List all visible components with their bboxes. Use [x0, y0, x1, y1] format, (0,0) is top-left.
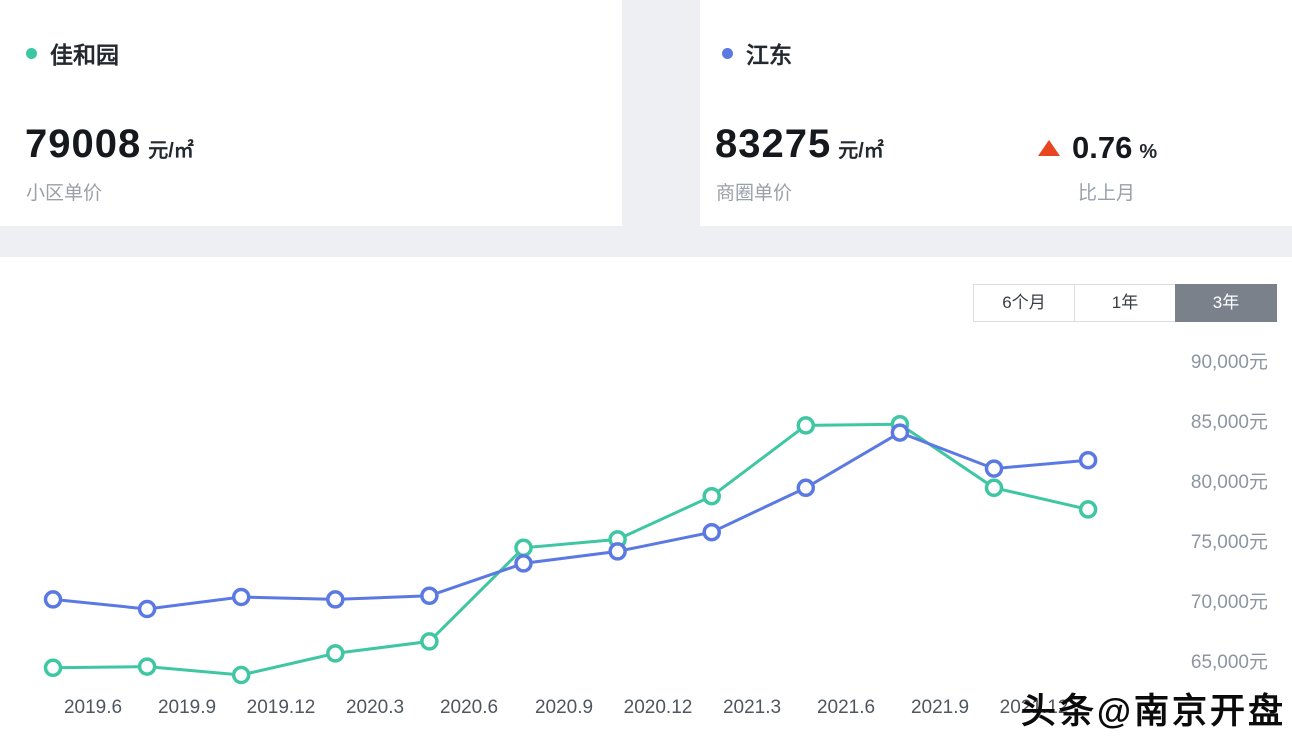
- month-change-row: 0.76 %: [1038, 130, 1157, 166]
- x-axis-label: 2019.6: [63, 697, 123, 718]
- x-axis-label: 2019.12: [246, 697, 316, 718]
- community-price-label: 小区单价: [26, 183, 103, 204]
- price-trend-panel: 6个月 1年 3年 90,000元 85,000元 80,000元 75,000元 70…: [0, 257, 1292, 744]
- y-axis-label: 85,000元: [1190, 412, 1268, 433]
- time-range-selector: 6个月 1年 3年: [973, 284, 1277, 322]
- data-point-series-1[interactable]: [608, 542, 627, 561]
- data-point-series-1[interactable]: [1078, 450, 1098, 470]
- y-axis-label: 90,000元: [1190, 352, 1268, 373]
- x-axis-label: 2020.9: [534, 697, 594, 718]
- y-axis-label: 75,000元: [1190, 532, 1268, 553]
- data-point-series-0[interactable]: [1078, 500, 1098, 519]
- data-point-series-1[interactable]: [702, 522, 721, 542]
- up-triangle-icon: [1038, 140, 1060, 156]
- data-point-series-1[interactable]: [420, 586, 439, 606]
- y-axis-label: 65,000元: [1190, 652, 1268, 673]
- tab-3-years[interactable]: 3年: [1175, 284, 1277, 322]
- district-legend-dot: [722, 47, 733, 59]
- district-card: 江东 83275 元/㎡ 商圈单价 0.76 % 比上月: [700, 0, 1292, 226]
- data-point-series-1[interactable]: [890, 423, 910, 442]
- x-axis-label: 2020.3: [345, 697, 405, 718]
- district-price-label: 商圈单价: [716, 183, 793, 204]
- district-price-row: 83275 元/㎡: [715, 122, 884, 167]
- data-point-series-0[interactable]: [702, 486, 721, 506]
- x-axis-label: 2020.6: [439, 697, 499, 718]
- y-axis-label: 70,000元: [1190, 592, 1268, 613]
- header: 佳和园 79008 元/㎡ 小区单价 江东 83275 元/㎡ 商圈单价 0.76 …: [0, 0, 1292, 226]
- data-point-series-0[interactable]: [326, 644, 345, 663]
- data-point-series-1[interactable]: [43, 590, 63, 609]
- district-name: 江东: [746, 42, 792, 68]
- data-point-series-0[interactable]: [984, 478, 1004, 498]
- data-point-series-1[interactable]: [984, 459, 1004, 478]
- data-point-series-1[interactable]: [514, 554, 533, 573]
- community-price-row: 79008 元/㎡: [25, 122, 194, 167]
- change-label: 比上月: [1078, 183, 1136, 204]
- data-point-series-0[interactable]: [514, 538, 533, 558]
- data-point-series-1[interactable]: [137, 599, 157, 619]
- x-axis-label: 2021.3: [722, 697, 782, 718]
- watermark: 头条@南京开盘: [1020, 692, 1286, 731]
- y-axis-label: 80,000元: [1190, 472, 1268, 493]
- district-price: 83275: [715, 122, 832, 166]
- community-card: 佳和园 79008 元/㎡ 小区单价: [0, 0, 622, 226]
- month-change-block: 0.76 % 比上月: [1038, 0, 1288, 226]
- data-point-series-0[interactable]: [231, 665, 251, 685]
- series-line-0: [52, 422, 1089, 677]
- change-value: 0.76: [1072, 130, 1133, 165]
- header-gap: [622, 0, 700, 226]
- community-title-row: 佳和园: [26, 36, 119, 70]
- data-point-series-0[interactable]: [796, 416, 816, 435]
- community-legend-dot: [26, 47, 37, 59]
- tab-6-months[interactable]: 6个月: [973, 284, 1075, 322]
- district-title-row: 江东: [722, 36, 792, 70]
- data-point-series-1[interactable]: [231, 587, 251, 607]
- data-point-series-0[interactable]: [137, 657, 157, 676]
- district-price-unit: 元/㎡: [838, 140, 884, 162]
- community-price: 79008: [25, 122, 142, 166]
- data-point-series-1[interactable]: [326, 590, 345, 609]
- data-point-series-1[interactable]: [796, 478, 816, 498]
- x-axis-label: 2021.9: [910, 697, 970, 718]
- data-point-series-0[interactable]: [43, 658, 63, 678]
- x-axis-label: 2019.9: [157, 697, 217, 718]
- tab-1-year[interactable]: 1年: [1074, 284, 1176, 322]
- series-line-1: [52, 430, 1089, 611]
- x-axis-label: 2021.6: [816, 697, 876, 718]
- community-price-unit: 元/㎡: [148, 140, 194, 162]
- data-point-series-0[interactable]: [420, 632, 439, 651]
- x-axis-label: 2020.12: [623, 697, 693, 718]
- change-unit: %: [1139, 141, 1158, 163]
- x-axis-label: 2021.12: [999, 697, 1069, 718]
- trend-plot[interactable]: [0, 333, 1160, 733]
- community-name: 佳和园: [50, 42, 119, 68]
